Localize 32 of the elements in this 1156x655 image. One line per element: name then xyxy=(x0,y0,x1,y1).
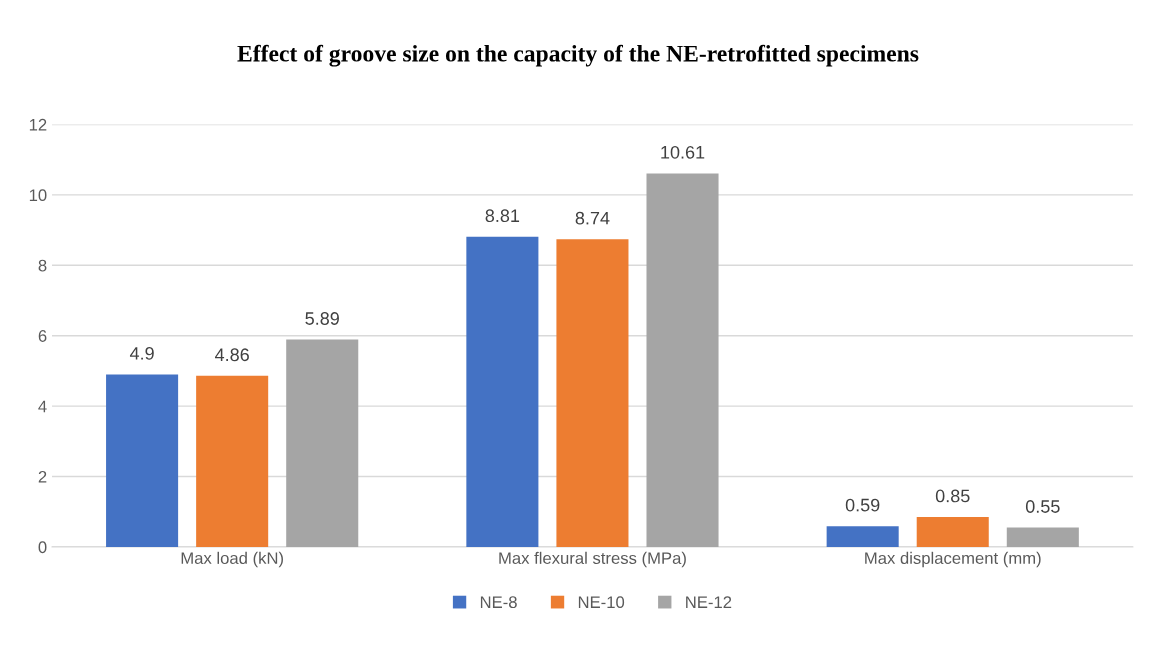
legend-label: NE-12 xyxy=(686,596,732,608)
y-tick-label: 4 xyxy=(38,400,47,413)
y-tick-label: 0 xyxy=(38,541,47,554)
data-label: 0.59 xyxy=(845,498,880,512)
y-tick-label: 8 xyxy=(38,259,47,272)
y-tick-label: 2 xyxy=(38,470,47,483)
data-label: 4.9 xyxy=(129,346,154,360)
x-tick-label: Max flexural stress (MPa) xyxy=(499,551,686,568)
bar xyxy=(466,236,539,547)
x-tick-label: Max load (kN) xyxy=(181,551,283,568)
bar xyxy=(1006,527,1079,547)
y-tick-label: 6 xyxy=(38,330,47,342)
y-tick-label: 10 xyxy=(29,189,47,202)
data-label: 5.89 xyxy=(305,312,339,325)
bar xyxy=(286,339,359,547)
data-label: 8.81 xyxy=(485,209,520,223)
bar xyxy=(196,375,269,547)
legend-label: NE-8 xyxy=(480,596,517,609)
legend-label: NE-10 xyxy=(578,596,625,609)
bar xyxy=(646,173,719,547)
y-tick-label: 12 xyxy=(29,118,47,131)
x-tick-label: Max displacement (mm) xyxy=(865,551,1041,568)
data-label: 10.61 xyxy=(661,145,705,159)
bar xyxy=(556,239,629,547)
chart-title: Effect of groove size on the capacity of the NE-retrofitted specimens xyxy=(237,44,919,67)
bar xyxy=(106,374,179,547)
data-label: 8.74 xyxy=(575,211,610,225)
data-label: 4.86 xyxy=(215,348,249,362)
bar xyxy=(916,517,989,547)
data-label: 0.85 xyxy=(935,489,970,503)
data-label: 0.55 xyxy=(1025,500,1060,513)
bar xyxy=(826,526,899,547)
